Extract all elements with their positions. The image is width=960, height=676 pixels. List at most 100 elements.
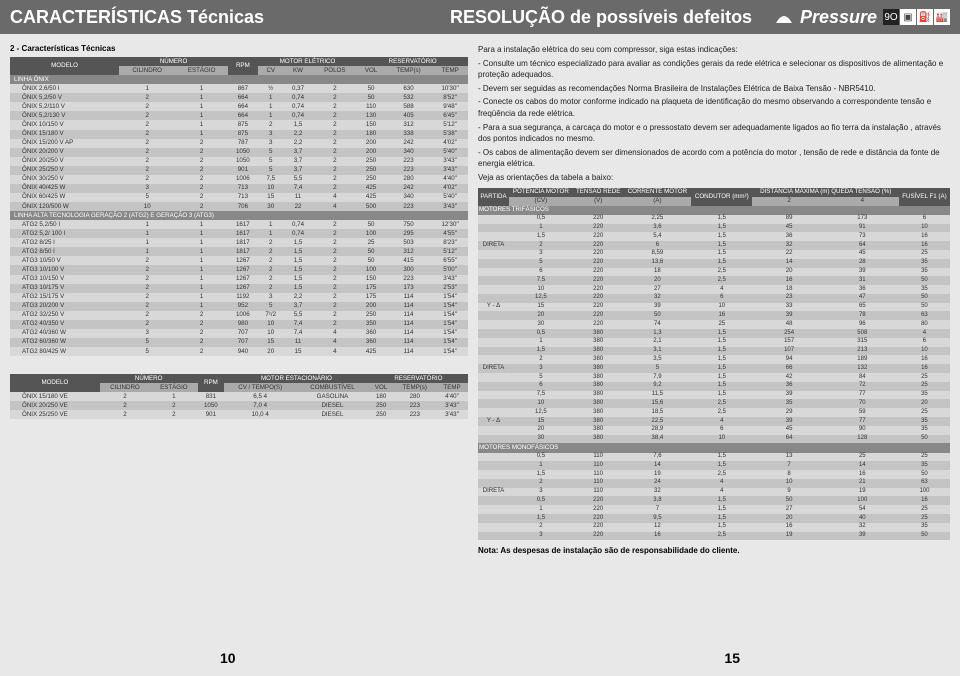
section-label: MOTORES MONOFÁSICOS: [478, 443, 950, 452]
table-row: 0,52202,251,5891736: [478, 215, 950, 224]
table-row: 6220182,5203935: [478, 268, 950, 277]
table-row: ÔNIX 15/200 V AP2278732,222002424'02'': [10, 139, 468, 148]
table-row: ÔNIX 120/500 W102706302245002233'43'': [10, 202, 468, 211]
table-row: 122071,5275425: [478, 505, 950, 514]
table-row: 53807,91,5428425: [478, 373, 950, 382]
table-row: ÔNIX 25/250 V2290153,722502233'43'': [10, 166, 468, 175]
table-row: 13802,11,51573156: [478, 338, 950, 347]
table-row: 1038015,62,5357020: [478, 399, 950, 408]
table-row: Y - Δ1538022,54397735: [478, 417, 950, 426]
specs-table-1: MODELO NÚMERO RPM MOTOR ELÉTRICO RESERVA…: [10, 57, 468, 356]
page-right: 15: [724, 650, 740, 666]
table-row: ATG2 8/50 I11181721,52503125'12'': [10, 247, 468, 256]
table-row: ATG2 80/425 W52940201544251141'54'': [10, 347, 468, 356]
table-row: ÔNIX 5,2/110 V2166410,7421105889'48'': [10, 102, 468, 111]
table-row: ÔNIX 40/425 W32713107,424252424'02'': [10, 184, 468, 193]
table-row: ATG2 15/175 V21119232,221751141'54'': [10, 293, 468, 302]
table-row: 1,52209,51,5204025: [478, 514, 950, 523]
table-row: 302207425489680: [478, 320, 950, 329]
table-row: ATG3 10/150 V21126721,521502233'43'': [10, 275, 468, 284]
table-row: ATG2 5,2/50 I11161710,7425075012'30'': [10, 220, 468, 229]
table-row: DIRETA338051,56613216: [478, 364, 950, 373]
table-row: ÔNIX 20/250 V22105053,722502233'43'': [10, 157, 468, 166]
header-icon-3: ⛽: [917, 9, 933, 25]
table-row: ÔNIX 60/425 W52713151144253405'40'': [10, 193, 468, 202]
rp2: - Devem ser seguidas as recomendações No…: [478, 83, 950, 95]
specs-table-2: MODELO NÚMERO RPM MOTOR ESTACIONÁRIO RES…: [10, 374, 468, 419]
table-row: ATG3 10/50 V21126721,52504156'55'': [10, 256, 468, 265]
table-row: DIRETA3110324919100: [478, 488, 950, 497]
table-row: ATG2 40/350 V22980107,423501141'54'': [10, 320, 468, 329]
table-row: ATG2 32/250 V2210067¹/25,522501141'54'': [10, 311, 468, 320]
rp3: - Conecte os cabos do motor conforme ind…: [478, 96, 950, 119]
intro-text: Para a instalação elétrica do seu com co…: [478, 44, 950, 56]
table-row: 202205016397863: [478, 311, 950, 320]
col-modelo: MODELO: [10, 57, 119, 75]
table-row: ATG3 10/175 V21126721,521751732'53'': [10, 284, 468, 293]
table-row: 1,52205,41,5367316: [478, 232, 950, 241]
rp6: Veja as orientações da tabela a baixo:: [478, 172, 950, 184]
title-left: CARACTERÍSTICAS Técnicas: [10, 7, 450, 28]
table-row: ÔNIX 2,6/50 I11867½0,3725063010'30'': [10, 84, 468, 93]
table-row: 7,538011,51,5397735: [478, 391, 950, 400]
table-row: ATG2 40/360 W32707107,443601141'54'': [10, 329, 468, 338]
table-row: ÔNIX 15/180 VE218316,5 4GASOLINA1802804'…: [10, 392, 468, 401]
rp1: - Consulte um técnico especializado para…: [478, 58, 950, 81]
table-row: 1110141,571435: [478, 461, 950, 470]
header-icon-4: 🏭: [934, 9, 950, 25]
page-left: 10: [220, 650, 236, 666]
table-row: ÔNIX 20/250 VE2210507,0 4DIESEL2502233'4…: [10, 401, 468, 410]
table-row: 2110244102163: [478, 479, 950, 488]
table-row: 2038028,96459035: [478, 426, 950, 435]
table-row: ÔNIX 10/150 V2187521,521503125'12'': [10, 120, 468, 129]
header-bar: CARACTERÍSTICAS Técnicas RESOLUÇÃO de po…: [0, 0, 960, 34]
header-icon-1: 9O: [883, 9, 899, 25]
table-row: 12,5220326234750: [478, 294, 950, 303]
table-row: 32208,591,5224525: [478, 250, 950, 259]
table-row: DIRETA222061,5326416: [478, 241, 950, 250]
title-right: RESOLUÇÃO de possíveis defeitos: [450, 7, 774, 28]
table-row: 10220274183635: [478, 285, 950, 294]
header-icon-2: ▣: [900, 9, 916, 25]
table-row: ÔNIX 20/200 V22105053,722003405'40'': [10, 148, 468, 157]
brand-text: Pressure: [800, 7, 877, 28]
left-section-title: 2 - Características Técnicas: [10, 44, 468, 53]
table-row: 63809,21,5367225: [478, 382, 950, 391]
col-motor: MOTOR ELÉTRICO: [258, 57, 358, 66]
table-row: ÔNIX 25/250 VE2290110,0 4DIESEL2502233'4…: [10, 410, 468, 419]
table-row: Y - Δ152203910336550: [478, 303, 950, 312]
table-row: 0,52203,81,55010016: [478, 496, 950, 505]
table-row: 1,53803,11,510721310: [478, 347, 950, 356]
table-row: ATG3 20/200 V2195253,722001141'54'': [10, 302, 468, 311]
section-label: MOTORES TRIFÁSICOS: [478, 206, 950, 215]
table-row: ATG2 5,2/ 100 I11161710,7421002954'55'': [10, 229, 468, 238]
electrical-table: PARTIDA POTÊNCIA MOTOR TENSÃO REDE CORRE…: [478, 188, 950, 541]
pressure-logo-icon: [774, 7, 794, 27]
right-column: Para a instalação elétrica do seu com co…: [478, 44, 950, 634]
page-footer: 10 15: [0, 644, 960, 676]
header-icons: 9O ▣ ⛽ 🏭: [883, 9, 950, 25]
col-rpm: RPM: [228, 57, 258, 75]
table-row: 3220162,5193950: [478, 532, 950, 541]
table-row: 7,5220202,5163150: [478, 276, 950, 285]
section-label: LINHA ÔNIX: [10, 75, 468, 84]
table-row: ÔNIX 30/250 V2210067,55,522502804'40'': [10, 175, 468, 184]
table-row: ATG2 8/25 I11181721,52255038'23'': [10, 238, 468, 247]
table-row: 522013,61,5142835: [478, 259, 950, 268]
brand-logo: Pressure 9O ▣ ⛽ 🏭: [774, 7, 950, 28]
table-row: 12,538018,52,5295925: [478, 408, 950, 417]
table-row: 2220121,5163235: [478, 523, 950, 532]
table-row: ÔNIX 5,2/50 V2166410,742505328'52'': [10, 93, 468, 102]
section-label: LINHA ALTA TECNOLOGIA GERAÇÃO 2 (ATG2) E…: [10, 211, 468, 220]
rp5: - Os cabos de alimentação devem ser dime…: [478, 147, 950, 170]
left-column: 2 - Características Técnicas MODELO NÚME…: [10, 44, 468, 634]
table-row: 0,53801,31,52545084: [478, 329, 950, 338]
col-numero: NÚMERO: [119, 57, 228, 66]
table-row: ÔNIX 5,2/130 V2166410,7421304056'45'': [10, 111, 468, 120]
table-row: 12203,61,5459110: [478, 224, 950, 233]
col-reserv: RESERVATÓRIO: [357, 57, 468, 66]
rp4: - Para a sua segurança, a carcaça do mot…: [478, 122, 950, 145]
table-row: 1,5110192,581650: [478, 470, 950, 479]
table-row: 23803,51,59418916: [478, 355, 950, 364]
table-row: ATG2 60/360 W52707151143601141'54'': [10, 338, 468, 347]
